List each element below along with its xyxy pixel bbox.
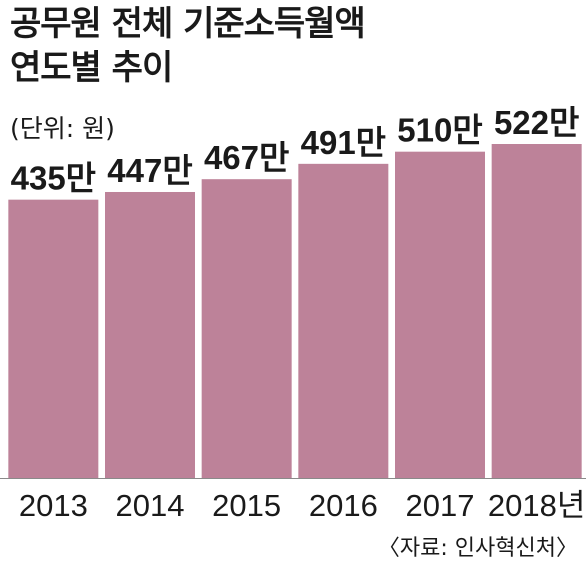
unit-label: (단위: 원) (10, 114, 115, 143)
bar-2014 (105, 191, 195, 478)
bar-2016 (298, 163, 389, 478)
data-label-2015: 467만 (204, 139, 289, 176)
bar-2017 (395, 151, 485, 478)
bar-2013 (8, 199, 99, 478)
chart-title-line1: 공무원 전체 기준소득월액 (10, 4, 366, 44)
data-label-2013: 435만 (11, 160, 96, 197)
x-tick-label-2015: 2015 (212, 488, 281, 523)
data-label-2018년: 522만 (494, 104, 579, 141)
x-tick-label-2013: 2013 (19, 488, 88, 523)
data-label-2017: 510만 (397, 112, 482, 149)
x-tick-label-2016: 2016 (309, 488, 378, 523)
data-label-2014: 447만 (107, 152, 192, 189)
chart-title-line2: 연도별 추이 (10, 48, 173, 88)
x-tick-label-2017: 2017 (406, 488, 475, 523)
x-tick-label-2014: 2014 (116, 488, 185, 523)
bar-2018년 (491, 144, 582, 478)
x-tick-label-2018년: 2018년 (488, 488, 585, 523)
bar-2015 (201, 179, 292, 478)
data-label-2016: 491만 (301, 124, 386, 161)
source-note: 〈자료: 인사혁신처〉 (377, 536, 578, 561)
chart-title: 공무원 전체 기준소득월액 연도별 추이 (10, 2, 366, 90)
